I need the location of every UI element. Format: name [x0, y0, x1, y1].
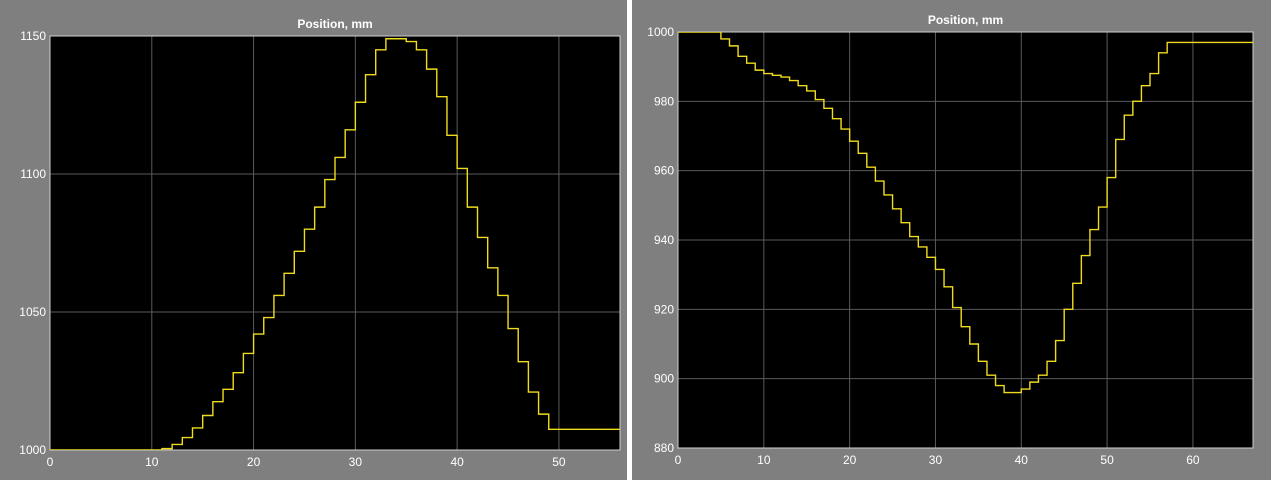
x-tick-label: 40	[450, 455, 464, 469]
chart-panel-left: 0 10 20 30 40 50 1000 1050 1100 1150 Position, mm	[0, 0, 627, 480]
x-tick-label: 10	[145, 455, 159, 469]
y-tick-label: 1000	[19, 443, 46, 457]
x-tick-label: 30	[349, 455, 363, 469]
x-tick-label: 0	[47, 455, 54, 469]
y-tick-label: 1100	[20, 167, 46, 181]
position-series-line	[678, 32, 1253, 394]
x-tick-label: 20	[247, 455, 261, 469]
y-tick-label: 1050	[19, 305, 46, 319]
y-tick-label: 940	[654, 233, 674, 247]
axes-frame	[49, 35, 621, 451]
x-tick-label: 50	[1100, 453, 1114, 467]
axes-frame	[677, 31, 1254, 449]
x-tick-label: 0	[675, 453, 682, 467]
y-tick-label: 920	[654, 302, 674, 316]
position-series-line	[50, 38, 620, 450]
x-tick-label: 60	[1186, 453, 1200, 467]
y-tick-label: 960	[654, 164, 674, 178]
y-tick-label: 880	[654, 441, 674, 455]
x-tick-label: 20	[843, 453, 857, 467]
y-tick-label: 1150	[20, 29, 46, 43]
chart-title: Position, mm	[297, 17, 372, 31]
chart-panel-right: 0 10 20 30 40 50 60 880 900 920 940 960 980 1000 Posit…	[632, 0, 1271, 480]
position-chart-right: 0 10 20 30 40 50 60 880 900 920 940 960 980 1000 Posit…	[647, 13, 1254, 467]
plot-area	[50, 36, 620, 450]
y-tick-label: 1000	[647, 25, 674, 39]
position-chart-left: 0 10 20 30 40 50 1000 1050 1100 1150 Position, mm	[19, 17, 621, 469]
y-tick-label: 980	[654, 94, 674, 108]
x-tick-label: 10	[757, 453, 771, 467]
y-tick-label: 900	[654, 372, 674, 386]
x-tick-label: 30	[929, 453, 943, 467]
x-tick-label: 50	[552, 455, 566, 469]
x-tick-label: 40	[1015, 453, 1029, 467]
chart-title: Position, mm	[928, 13, 1003, 27]
